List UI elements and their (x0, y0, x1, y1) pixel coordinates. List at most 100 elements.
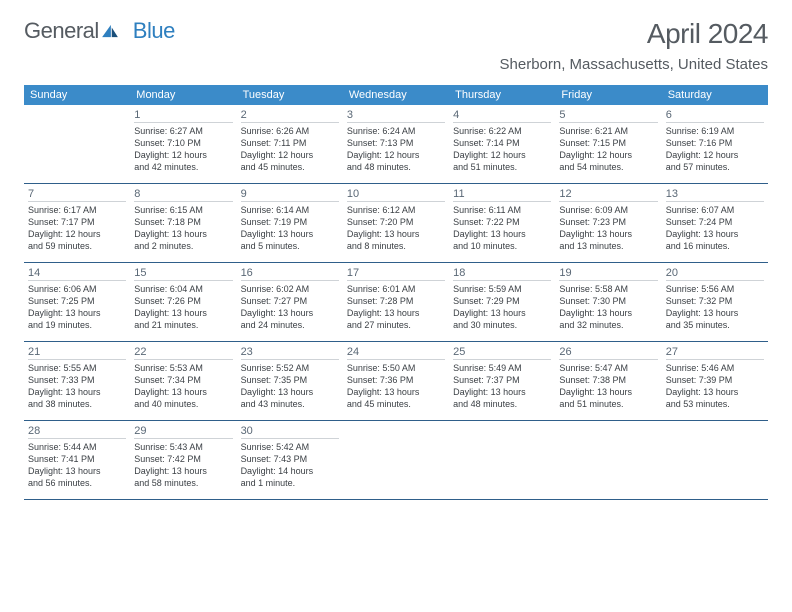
sunrise-line: Sunrise: 5:44 AM (28, 441, 126, 453)
brand-part1: General (24, 18, 99, 44)
calendar-week-row: 1Sunrise: 6:27 AMSunset: 7:10 PMDaylight… (24, 105, 768, 184)
daylight-line-1: Daylight: 13 hours (453, 386, 551, 398)
daylight-line-2: and 13 minutes. (559, 240, 657, 252)
sunrise-line: Sunrise: 5:47 AM (559, 362, 657, 374)
calendar-day: 6Sunrise: 6:19 AMSunset: 7:16 PMDaylight… (662, 105, 768, 183)
sunrise-line: Sunrise: 6:15 AM (134, 204, 232, 216)
sunset-line: Sunset: 7:36 PM (347, 374, 445, 386)
daylight-line-1: Daylight: 12 hours (241, 149, 339, 161)
day-number: 11 (453, 186, 551, 202)
day-number: 23 (241, 344, 339, 360)
daylight-line-2: and 38 minutes. (28, 398, 126, 410)
day-number: 8 (134, 186, 232, 202)
calendar: SundayMondayTuesdayWednesdayThursdayFrid… (24, 85, 768, 500)
calendar-day: 27Sunrise: 5:46 AMSunset: 7:39 PMDayligh… (662, 342, 768, 420)
day-number: 14 (28, 265, 126, 281)
sunset-line: Sunset: 7:39 PM (666, 374, 764, 386)
sunrise-line: Sunrise: 6:09 AM (559, 204, 657, 216)
day-number: 5 (559, 107, 657, 123)
sunset-line: Sunset: 7:13 PM (347, 137, 445, 149)
calendar-week-row: 28Sunrise: 5:44 AMSunset: 7:41 PMDayligh… (24, 421, 768, 500)
day-number: 26 (559, 344, 657, 360)
daylight-line-2: and 51 minutes. (453, 161, 551, 173)
weekday-header: Sunday (24, 85, 130, 105)
weekday-header: Monday (130, 85, 236, 105)
daylight-line-1: Daylight: 13 hours (241, 386, 339, 398)
calendar-day: 16Sunrise: 6:02 AMSunset: 7:27 PMDayligh… (237, 263, 343, 341)
daylight-line-2: and 48 minutes. (453, 398, 551, 410)
sunrise-line: Sunrise: 6:12 AM (347, 204, 445, 216)
calendar-day: 21Sunrise: 5:55 AMSunset: 7:33 PMDayligh… (24, 342, 130, 420)
sunset-line: Sunset: 7:43 PM (241, 453, 339, 465)
calendar-day: 3Sunrise: 6:24 AMSunset: 7:13 PMDaylight… (343, 105, 449, 183)
daylight-line-1: Daylight: 13 hours (559, 228, 657, 240)
daylight-line-2: and 58 minutes. (134, 477, 232, 489)
weekday-header: Tuesday (237, 85, 343, 105)
sunrise-line: Sunrise: 5:59 AM (453, 283, 551, 295)
day-number: 4 (453, 107, 551, 123)
day-number: 22 (134, 344, 232, 360)
sunset-line: Sunset: 7:26 PM (134, 295, 232, 307)
calendar-day: 9Sunrise: 6:14 AMSunset: 7:19 PMDaylight… (237, 184, 343, 262)
daylight-line-2: and 30 minutes. (453, 319, 551, 331)
daylight-line-1: Daylight: 13 hours (559, 307, 657, 319)
day-number: 10 (347, 186, 445, 202)
sunrise-line: Sunrise: 6:11 AM (453, 204, 551, 216)
sunrise-line: Sunrise: 5:53 AM (134, 362, 232, 374)
sunrise-line: Sunrise: 5:56 AM (666, 283, 764, 295)
sunrise-line: Sunrise: 5:50 AM (347, 362, 445, 374)
daylight-line-2: and 5 minutes. (241, 240, 339, 252)
daylight-line-1: Daylight: 13 hours (666, 307, 764, 319)
sunrise-line: Sunrise: 6:01 AM (347, 283, 445, 295)
daylight-line-2: and 53 minutes. (666, 398, 764, 410)
daylight-line-1: Daylight: 12 hours (559, 149, 657, 161)
weekday-header-row: SundayMondayTuesdayWednesdayThursdayFrid… (24, 85, 768, 105)
calendar-day: 30Sunrise: 5:42 AMSunset: 7:43 PMDayligh… (237, 421, 343, 499)
calendar-day: 23Sunrise: 5:52 AMSunset: 7:35 PMDayligh… (237, 342, 343, 420)
daylight-line-1: Daylight: 13 hours (453, 307, 551, 319)
brand-part2: Blue (133, 18, 175, 44)
weekday-header: Thursday (449, 85, 555, 105)
calendar-week-row: 21Sunrise: 5:55 AMSunset: 7:33 PMDayligh… (24, 342, 768, 421)
sunrise-line: Sunrise: 6:14 AM (241, 204, 339, 216)
sunset-line: Sunset: 7:25 PM (28, 295, 126, 307)
sunset-line: Sunset: 7:17 PM (28, 216, 126, 228)
calendar-day-empty (449, 421, 555, 499)
calendar-day: 19Sunrise: 5:58 AMSunset: 7:30 PMDayligh… (555, 263, 661, 341)
calendar-day: 2Sunrise: 6:26 AMSunset: 7:11 PMDaylight… (237, 105, 343, 183)
calendar-day: 1Sunrise: 6:27 AMSunset: 7:10 PMDaylight… (130, 105, 236, 183)
sunrise-line: Sunrise: 5:49 AM (453, 362, 551, 374)
daylight-line-1: Daylight: 12 hours (453, 149, 551, 161)
calendar-day: 8Sunrise: 6:15 AMSunset: 7:18 PMDaylight… (130, 184, 236, 262)
calendar-day: 12Sunrise: 6:09 AMSunset: 7:23 PMDayligh… (555, 184, 661, 262)
sunrise-line: Sunrise: 5:43 AM (134, 441, 232, 453)
sunset-line: Sunset: 7:32 PM (666, 295, 764, 307)
daylight-line-2: and 43 minutes. (241, 398, 339, 410)
daylight-line-1: Daylight: 12 hours (28, 228, 126, 240)
day-number: 16 (241, 265, 339, 281)
daylight-line-2: and 32 minutes. (559, 319, 657, 331)
daylight-line-2: and 57 minutes. (666, 161, 764, 173)
daylight-line-1: Daylight: 13 hours (347, 386, 445, 398)
daylight-line-1: Daylight: 13 hours (134, 465, 232, 477)
calendar-day: 4Sunrise: 6:22 AMSunset: 7:14 PMDaylight… (449, 105, 555, 183)
title-block: April 2024 Sherborn, Massachusetts, Unit… (500, 18, 768, 73)
sunrise-line: Sunrise: 6:06 AM (28, 283, 126, 295)
daylight-line-2: and 45 minutes. (347, 398, 445, 410)
day-number: 2 (241, 107, 339, 123)
day-number: 12 (559, 186, 657, 202)
day-number: 28 (28, 423, 126, 439)
daylight-line-2: and 45 minutes. (241, 161, 339, 173)
sunset-line: Sunset: 7:16 PM (666, 137, 764, 149)
daylight-line-1: Daylight: 13 hours (134, 307, 232, 319)
sunrise-line: Sunrise: 6:02 AM (241, 283, 339, 295)
sunset-line: Sunset: 7:38 PM (559, 374, 657, 386)
daylight-line-1: Daylight: 12 hours (347, 149, 445, 161)
sunset-line: Sunset: 7:37 PM (453, 374, 551, 386)
location-subtitle: Sherborn, Massachusetts, United States (500, 56, 768, 73)
month-title: April 2024 (500, 18, 768, 50)
daylight-line-2: and 24 minutes. (241, 319, 339, 331)
brand-logo: General Blue (24, 18, 175, 44)
sunset-line: Sunset: 7:28 PM (347, 295, 445, 307)
calendar-body: 1Sunrise: 6:27 AMSunset: 7:10 PMDaylight… (24, 105, 768, 500)
